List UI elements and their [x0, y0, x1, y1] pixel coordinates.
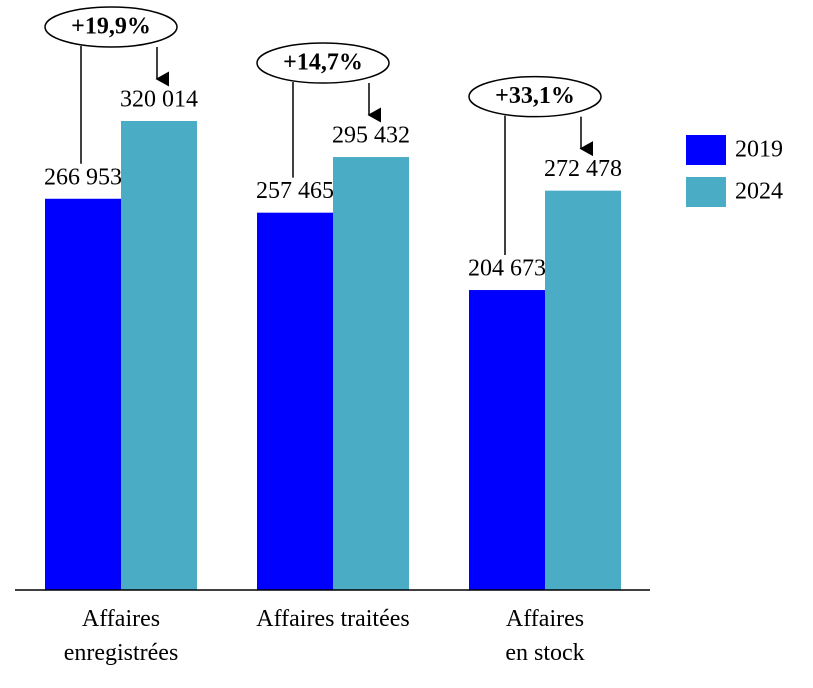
legend-swatch: [686, 177, 726, 207]
bar: [121, 121, 197, 590]
annotation: +14,7%: [283, 50, 363, 76]
x-tick-label: Affaires enregistrées: [63, 606, 179, 666]
value-label: 295 432: [332, 123, 410, 149]
bar: [45, 198, 121, 590]
x-tick-label: Affaires en stock: [505, 606, 585, 666]
annotation-oval: [44, 6, 178, 48]
value-label: 272 478: [544, 156, 622, 182]
value-label: 320 014: [120, 87, 198, 113]
value-label: 204 673: [468, 256, 546, 282]
legend-label: 2019: [735, 137, 783, 163]
bar: [257, 212, 333, 590]
bar: [333, 157, 409, 590]
bar: [545, 190, 621, 590]
x-tick-label: Affaires traitées: [256, 606, 410, 632]
value-label: 266 953: [44, 164, 122, 190]
annotation-oval: [468, 75, 602, 118]
annotation-oval: [256, 42, 390, 84]
legend-swatch: [686, 135, 726, 165]
annotation: +19,9%: [71, 14, 151, 40]
annotation: +33,1%: [495, 83, 575, 109]
bar: [469, 290, 545, 590]
value-label: 257 465: [256, 178, 334, 204]
legend-label: 2024: [735, 179, 783, 205]
